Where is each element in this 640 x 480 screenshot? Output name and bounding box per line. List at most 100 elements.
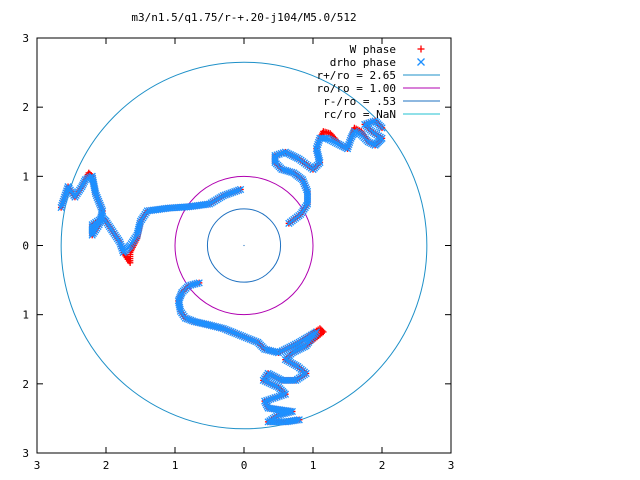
drho-phase-point (229, 328, 237, 337)
drho-phase-point (278, 347, 286, 355)
drho-phase-point (98, 205, 106, 213)
drho-phase-point (281, 390, 290, 398)
y-tick-label: 3 (22, 447, 29, 460)
drho-phase-point (193, 279, 201, 288)
drho-phase-point (63, 187, 71, 195)
drho-phase-point (231, 329, 239, 337)
drho-phase-point (289, 341, 298, 349)
drho-phase-point (345, 140, 353, 149)
x-tick-label: 2 (103, 459, 110, 472)
drho-phase-point (225, 189, 233, 198)
drho-phase-point (271, 151, 279, 160)
drho-phase-point (363, 120, 371, 128)
drho-phase-point (273, 393, 281, 401)
drho-phase-point (231, 187, 239, 196)
drho-phase-point (276, 348, 285, 356)
circle-r-ro-2-65 (60, 61, 428, 430)
drho-phase-point (95, 199, 104, 207)
drho-phase-point (58, 199, 67, 207)
drho-phase-point (345, 138, 354, 147)
drho-phase-point (280, 346, 288, 354)
drho-phase-point (225, 327, 233, 335)
drho-phase-point (312, 145, 321, 153)
drho-phase-point (291, 340, 300, 348)
drho-phase-point (223, 326, 231, 334)
drho-phase-point (365, 119, 373, 127)
w-phase-series (57, 117, 386, 426)
y-tick-label: 2 (22, 378, 29, 391)
drho-phase-point (233, 187, 241, 195)
drho-phase-point (246, 335, 254, 343)
drho-phase-point (261, 377, 269, 385)
drho-phase-point (221, 325, 229, 333)
y-tick-label: 3 (22, 32, 29, 45)
drho-phase-point (187, 281, 195, 289)
drho-phase-point (227, 189, 235, 197)
drho-phase-point (242, 334, 250, 342)
legend-label: r+/ro = 2.65 (317, 69, 396, 82)
drho-phase-point (276, 410, 285, 419)
drho-phase-point (61, 191, 69, 199)
y-tick-label: 1 (22, 309, 29, 322)
drho-phase-point (116, 240, 125, 248)
circle-r-ro-53 (206, 208, 282, 283)
drho-phase-point (223, 190, 231, 198)
x-tick-label: 1 (310, 459, 317, 472)
drho-phase-point (277, 391, 285, 400)
drho-phase-point (346, 136, 354, 145)
drho-phase-point (117, 242, 125, 250)
drho-phase-point (314, 140, 322, 149)
x-tick-label: 0 (241, 459, 248, 472)
drho-phase-point (267, 395, 275, 403)
x-tick-label: 3 (34, 459, 41, 472)
chart-title: m3/n1.5/q1.75/r-+.20-j104/M5.0/512 (131, 11, 356, 24)
drho-phase-point (60, 193, 69, 201)
drho-phase-point (301, 182, 309, 190)
drho-phase-point (269, 394, 277, 403)
drho-phase-point (236, 331, 245, 340)
legend-label: rc/ro = NaN (323, 108, 396, 121)
drho-phase-point (244, 334, 252, 343)
drho-phase-point (63, 185, 72, 193)
drho-phase-point (191, 280, 199, 288)
drho-phase-point (62, 189, 70, 197)
drho-phase-point (259, 376, 267, 385)
drho-phase-point (219, 324, 227, 333)
drho-phase-point (236, 185, 245, 194)
legend-plus-marker (417, 45, 425, 53)
drho-phase-series (57, 117, 386, 426)
drho-phase-point (64, 183, 72, 191)
drho-phase-point (96, 201, 104, 209)
drho-phase-point (293, 416, 301, 424)
circle-ro-ro-1-00 (174, 175, 314, 316)
drho-phase-point (265, 379, 273, 387)
x-tick-label: 2 (379, 459, 386, 472)
drho-phase-point (271, 381, 279, 390)
drho-phase-point (361, 120, 369, 129)
legend-x-marker (417, 58, 425, 66)
drho-phase-point (95, 197, 103, 205)
drho-phase-point (343, 145, 352, 153)
drho-phase-point (229, 188, 237, 196)
drho-phase-point (240, 333, 249, 341)
drho-phase-point (300, 180, 308, 188)
legend-label: r-/ro = .53 (323, 95, 396, 108)
drho-phase-point (303, 187, 312, 196)
drho-phase-point (275, 392, 283, 400)
drho-phase-point (279, 391, 287, 399)
drho-phase-point (119, 248, 127, 257)
x-axis-ticks: 3 2 1 0 1 2 3 (34, 38, 454, 472)
drho-phase-point (227, 327, 235, 336)
radius-circles (60, 61, 428, 430)
x-tick-label: 1 (172, 459, 179, 472)
drho-phase-point (93, 193, 101, 202)
drho-phase-point (195, 279, 203, 287)
drho-phase-point (273, 151, 281, 159)
drho-phase-point (176, 305, 184, 313)
drho-phase-point (277, 149, 285, 158)
drho-phase-point (274, 349, 283, 357)
y-axis-ticks: 3 2 1 0 1 2 3 (22, 32, 451, 460)
drho-phase-point (234, 186, 243, 194)
legend-label: W phase (350, 43, 396, 56)
drho-phase-point (272, 382, 281, 391)
